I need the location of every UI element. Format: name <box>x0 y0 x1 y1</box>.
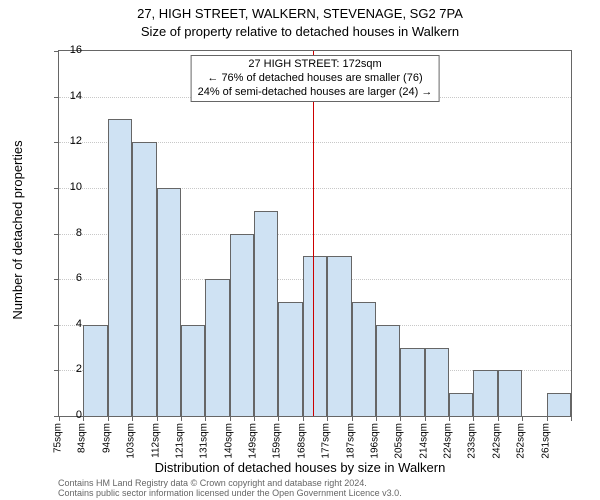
y-tick-label: 14 <box>52 90 82 102</box>
y-tick-label: 10 <box>52 181 82 193</box>
attribution-footer: Contains HM Land Registry data © Crown c… <box>58 478 402 499</box>
x-tick-mark <box>230 416 231 421</box>
plot-area: 27 HIGH STREET: 172sqm← 76% of detached … <box>58 50 572 417</box>
x-tick-label: 196sqm <box>369 423 380 459</box>
y-tick-label: 16 <box>52 44 82 56</box>
x-tick-label: 177sqm <box>321 423 332 459</box>
x-tick-label: 214sqm <box>418 423 429 459</box>
annotation-box: 27 HIGH STREET: 172sqm← 76% of detached … <box>191 55 440 102</box>
histogram-bar <box>400 348 424 416</box>
y-tick-label: 2 <box>52 363 82 375</box>
x-tick-mark <box>278 416 279 421</box>
histogram-bar <box>230 234 254 417</box>
x-tick-label: 112sqm <box>150 423 161 458</box>
histogram-bar <box>376 325 400 416</box>
histogram-bar <box>547 393 571 416</box>
x-tick-label: 121sqm <box>174 423 185 459</box>
x-tick-label: 261sqm <box>540 423 551 459</box>
x-tick-label: 159sqm <box>272 423 283 459</box>
x-tick-label: 140sqm <box>223 423 234 459</box>
x-tick-label: 168sqm <box>296 423 307 459</box>
chart-container: 27, HIGH STREET, WALKERN, STEVENAGE, SG2… <box>0 0 600 500</box>
x-tick-mark <box>157 416 158 421</box>
x-tick-mark <box>425 416 426 421</box>
histogram-bar <box>449 393 473 416</box>
y-axis-label: Number of detached properties <box>10 50 25 410</box>
histogram-bar <box>205 279 229 416</box>
x-tick-label: 205sqm <box>394 423 405 459</box>
x-tick-label: 233sqm <box>467 423 478 459</box>
x-tick-mark <box>132 416 133 421</box>
x-tick-mark <box>473 416 474 421</box>
x-tick-mark <box>83 416 84 421</box>
footer-line-2: Contains public sector information licen… <box>58 488 402 498</box>
x-tick-mark <box>449 416 450 421</box>
x-tick-mark <box>205 416 206 421</box>
chart-title-address: 27, HIGH STREET, WALKERN, STEVENAGE, SG2… <box>0 0 600 23</box>
y-tick-label: 8 <box>52 227 82 239</box>
x-tick-mark <box>376 416 377 421</box>
x-tick-mark <box>571 416 572 421</box>
histogram-bar <box>498 370 522 416</box>
footer-line-1: Contains HM Land Registry data © Crown c… <box>58 478 402 488</box>
x-tick-mark <box>400 416 401 421</box>
chart-subtitle: Size of property relative to detached ho… <box>0 23 600 41</box>
y-tick-label: 0 <box>52 409 82 421</box>
x-axis-label: Distribution of detached houses by size … <box>0 460 600 475</box>
histogram-bar <box>254 211 278 416</box>
x-tick-mark <box>108 416 109 421</box>
x-tick-label: 84sqm <box>77 423 88 453</box>
histogram-bar <box>352 302 376 416</box>
x-tick-mark <box>327 416 328 421</box>
histogram-bar <box>473 370 497 416</box>
x-tick-mark <box>498 416 499 421</box>
y-tick-label: 12 <box>52 135 82 147</box>
x-tick-mark <box>303 416 304 421</box>
histogram-bar <box>83 325 107 416</box>
x-tick-mark <box>547 416 548 421</box>
reference-line <box>313 51 314 416</box>
x-tick-label: 131sqm <box>199 423 210 459</box>
x-tick-label: 149sqm <box>248 423 259 459</box>
histogram-bar <box>278 302 302 416</box>
annot-line3: 24% of semi-detached houses are larger (… <box>198 86 433 100</box>
x-tick-mark <box>254 416 255 421</box>
x-tick-label: 94sqm <box>101 423 112 453</box>
x-tick-label: 75sqm <box>53 423 64 453</box>
histogram-bar <box>181 325 205 416</box>
histogram-bar <box>132 142 156 416</box>
histogram-bar <box>327 256 351 416</box>
x-tick-label: 224sqm <box>443 423 454 459</box>
histogram-bar <box>425 348 449 416</box>
y-tick-label: 4 <box>52 318 82 330</box>
histogram-bar <box>303 256 327 416</box>
x-tick-label: 103sqm <box>126 423 137 459</box>
annot-line2: ← 76% of detached houses are smaller (76… <box>198 72 433 86</box>
x-tick-label: 242sqm <box>491 423 502 459</box>
x-tick-mark <box>352 416 353 421</box>
x-tick-mark <box>181 416 182 421</box>
x-tick-label: 252sqm <box>516 423 527 459</box>
histogram-bar <box>108 119 132 416</box>
x-tick-label: 187sqm <box>345 423 356 459</box>
histogram-bar <box>157 188 181 416</box>
x-tick-mark <box>522 416 523 421</box>
y-tick-label: 6 <box>52 272 82 284</box>
annot-line1: 27 HIGH STREET: 172sqm <box>198 58 433 72</box>
